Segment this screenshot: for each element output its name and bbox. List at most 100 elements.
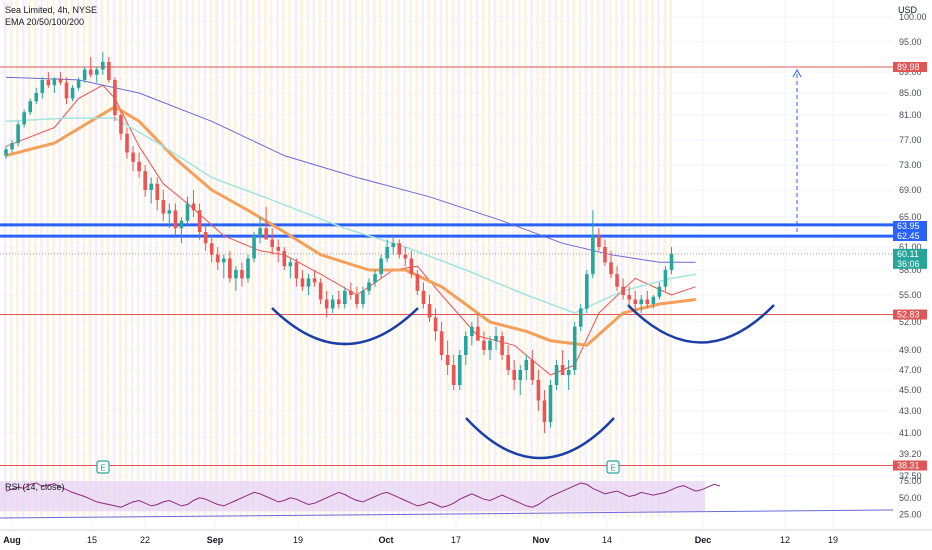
earnings-marker: E [606,460,620,474]
x-tick-label: Sep [207,535,224,545]
session-band [324,0,328,518]
price-label-box [893,231,927,241]
price-label: 62.45 [893,231,927,241]
session-band [524,0,527,518]
session-band [651,0,654,518]
candle-body [651,296,656,304]
candle-body [288,262,293,267]
y-tick-label: 58.00 [899,265,922,275]
session-band [360,0,364,518]
candle-body [330,299,335,309]
rsi-pane: 75.00 50.00 25.00 [0,476,922,520]
session-band [633,0,636,518]
x-tick-label: 19 [828,535,838,545]
candle-body [585,274,589,309]
candle-body [409,258,414,275]
session-band [70,0,73,518]
candle-body [119,115,123,134]
indicator-legend[interactable]: EMA 20/50/100/200 [5,17,84,27]
session-band [306,0,309,518]
price-label-text: 52.83 [897,310,920,320]
candle-body [566,370,571,375]
earnings-marker: E [96,460,110,474]
candle-body [639,299,644,304]
session-band [439,0,442,518]
candle-body [300,278,305,287]
candle-body [173,210,178,229]
session-band [657,0,660,518]
price-label-box [893,309,927,320]
candle-body [506,355,510,370]
candle-body [179,220,184,229]
candle-body [185,203,190,221]
session-band [584,0,588,518]
x-tick-label: Dec [695,535,712,545]
session-band [451,0,455,518]
session-band [276,0,279,518]
y-tick-label: 52.00 [899,317,922,327]
left-shoulder-arc [271,307,419,346]
x-tick-label: 22 [140,535,150,545]
session-band [82,0,86,518]
candle-body [494,336,498,341]
y-tick-label: 55.00 [899,290,922,300]
rsi-legend[interactable]: RSI (14, close) [5,482,65,492]
candle-body [70,87,75,99]
candle-body [16,124,20,144]
candle-body [28,101,32,113]
candle-body [445,355,450,365]
price-label: 89.98 [893,62,927,72]
candle-body [524,360,529,370]
candle-body [542,400,547,422]
candle-body [22,112,26,125]
candle-body [264,228,268,240]
session-band [403,0,406,518]
session-band [445,0,449,518]
candle-body [76,79,81,88]
candle-body [500,336,504,355]
session-band [270,0,273,518]
candle-body [228,258,232,279]
session-band [530,0,533,518]
candle-body [560,365,565,375]
session-band [548,0,551,518]
y-tick-label: 100.00 [899,12,927,22]
session-band [16,0,19,518]
price-label-box [893,62,927,72]
session-band [88,0,92,518]
session-band [112,0,116,518]
candle-body [10,143,14,150]
candle-body [240,270,244,279]
session-band [433,0,436,518]
candle-body [470,326,474,336]
session-band [137,0,140,518]
session-band [264,0,267,518]
candle-body [318,282,323,300]
session-band [500,0,503,518]
symbol-title[interactable]: Sea Limited, 4h, NYSE [5,5,97,15]
candle-body [373,274,377,283]
candle-body [361,290,365,304]
candle-body [343,290,347,304]
session-band [512,0,515,518]
candle-body [34,93,39,102]
session-band [252,0,255,518]
x-tick-label: 17 [451,535,461,545]
price-axis[interactable]: 100.00 95.00 89.00 85.00 81.00 77.00 73.00 69.0… [899,12,927,481]
session-band [106,0,110,518]
candle-body [591,235,595,275]
candle-body [451,365,456,385]
x-tick-label: 12 [780,535,790,545]
candle-body [46,79,51,86]
candle-body [627,295,631,300]
ema-line [5,84,696,376]
candle-body [161,200,166,214]
y-tick-label: 89.00 [899,67,922,77]
session-band [566,0,570,518]
session-band [348,0,352,518]
candle-body [657,286,662,297]
session-band [475,0,479,518]
candle-body [457,355,462,385]
time-axis[interactable]: Aug 15 22 Sep 19 Oct 17 Nov 14 Dec 12 19 [0,529,932,545]
